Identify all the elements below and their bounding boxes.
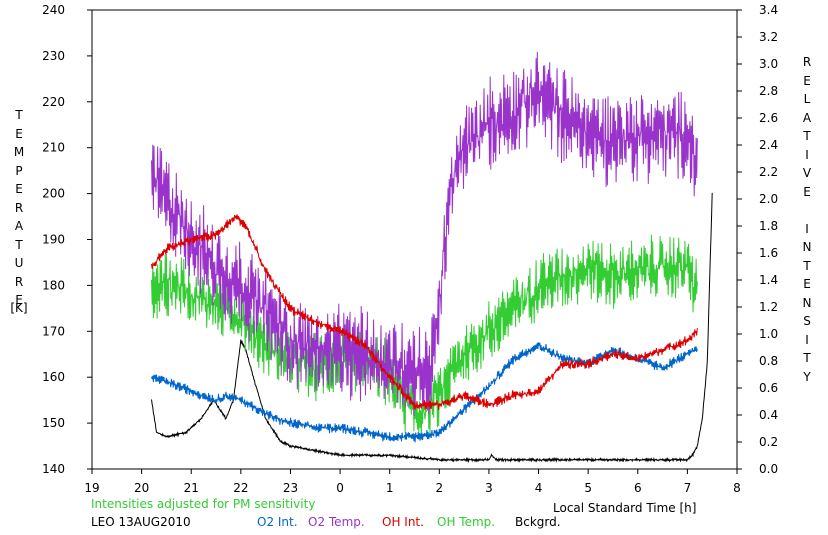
x-tick-label: 0 <box>336 481 344 495</box>
x-tick-label: 7 <box>684 481 692 495</box>
left-tick-label: 230 <box>42 49 65 63</box>
right-tick-label: 1.8 <box>759 219 778 233</box>
x-tick-label: 2 <box>435 481 443 495</box>
legend-oh-temp: OH Temp. <box>437 515 496 529</box>
axis-title-letter: T <box>803 258 811 273</box>
legend-o2-int: O2 Int. <box>257 515 298 529</box>
x-tick-label: 22 <box>233 481 248 495</box>
axis-title-letter: Y <box>803 369 811 384</box>
axis-title-letter: R <box>14 200 24 215</box>
right-tick-label: 2.2 <box>759 165 778 179</box>
series-line-oh-int <box>151 214 698 411</box>
right-tick-label: 1.0 <box>759 327 778 341</box>
left-tick-label: 180 <box>42 278 65 292</box>
axis-title-letter: E <box>15 182 23 196</box>
right-tick-label: 0.8 <box>759 354 778 368</box>
axis-title-letter: A <box>14 219 24 233</box>
right-tick-label: 2.4 <box>759 138 778 152</box>
station-date-label: LEO 13AUG2010 <box>91 515 191 529</box>
axis-title-letter: I <box>805 332 809 347</box>
axis-title-letter: T <box>15 237 23 252</box>
axis-title-letter: R <box>14 274 24 289</box>
right-tick-label: 0.2 <box>759 435 778 449</box>
x-tick-label: 8 <box>733 481 741 495</box>
right-tick-label: 3.0 <box>759 57 778 71</box>
x-tick-label: 6 <box>634 481 642 495</box>
x-tick-label: 4 <box>535 481 543 495</box>
left-tick-label: 190 <box>42 233 65 247</box>
series-layer <box>151 51 713 464</box>
axis-title-letter: I <box>805 147 809 162</box>
sensitivity-note: Intensities adjusted for PM sensitivity <box>91 497 316 511</box>
x-axis: 19 20 21 22 23 0 1 2 3 4 5 6 7 8 <box>84 469 741 495</box>
x-tick-label: 3 <box>485 481 493 495</box>
left-tick-label: 220 <box>42 95 65 109</box>
left-tick-label: 140 <box>42 462 65 476</box>
axis-title-letter: M <box>13 145 25 159</box>
x-axis-label: Local Standard Time [h] <box>553 501 696 515</box>
axis-title-letter: I <box>805 221 809 236</box>
left-tick-label: 170 <box>42 324 65 338</box>
axis-title-letter: L <box>803 92 811 106</box>
left-tick-label: 150 <box>42 416 65 430</box>
axis-title-letter: E <box>15 126 23 141</box>
left-axis: 140 150 160 170 180 190 200 210 220 230 240 <box>42 3 92 476</box>
left-tick-label: 210 <box>42 141 65 155</box>
left-tick-label: 160 <box>42 370 65 384</box>
axis-title-letter: E <box>803 277 811 291</box>
series-line-o2-temp <box>151 51 698 417</box>
right-tick-label: 2.0 <box>759 192 778 206</box>
axis-title-letter: N <box>802 295 812 310</box>
axis-title-letter: T <box>803 351 811 365</box>
legend-o2-temp: O2 Temp. <box>308 515 365 529</box>
right-tick-label: 3.4 <box>759 3 778 17</box>
axis-title-letter: A <box>802 110 812 125</box>
right-tick-label: 1.2 <box>759 300 778 314</box>
series-line-oh-temp <box>151 234 698 440</box>
axis-title-letter: E <box>803 73 811 88</box>
left-tick-label: 240 <box>42 3 65 17</box>
x-tick-label: 5 <box>584 481 592 495</box>
axis-title-letter: T <box>803 129 811 143</box>
axis-title-letter: P <box>15 163 23 178</box>
legend-oh-int: OH Int. <box>382 515 424 529</box>
right-tick-label: 1.4 <box>759 273 778 287</box>
right-tick-label: 2.6 <box>759 111 778 125</box>
right-tick-label: 1.6 <box>759 246 778 260</box>
x-tick-label: 19 <box>84 481 99 495</box>
axis-title-letter: R <box>802 55 812 69</box>
right-tick-label: 0.4 <box>759 408 778 422</box>
axis-title-letter: U <box>14 256 24 270</box>
x-tick-label: 20 <box>134 481 149 495</box>
x-tick-label: 21 <box>184 481 199 495</box>
axis-title-letter: T <box>15 108 23 122</box>
right-tick-label: 2.8 <box>759 84 778 98</box>
x-tick-label: 1 <box>386 481 394 495</box>
right-axis: 0.0 0.2 0.4 0.6 0.8 1.0 1.2 1.4 1.6 1.8 2.0 2.2 2.4 2… <box>737 3 778 476</box>
axis-title-letter: V <box>802 166 812 180</box>
left-axis-unit: [K] <box>10 301 28 315</box>
axis-title-letter: S <box>803 314 811 328</box>
axis-title-letter: E <box>15 293 23 307</box>
right-tick-label: 0.0 <box>759 462 778 476</box>
axis-title-letter: E <box>803 184 811 199</box>
right-tick-label: 3.2 <box>759 30 778 44</box>
left-tick-label: 200 <box>42 187 65 201</box>
x-tick-label: 23 <box>283 481 298 495</box>
right-tick-label: 0.6 <box>759 381 778 395</box>
legend-bckgrd: Bckgrd. <box>515 515 561 529</box>
axis-title-letter: N <box>802 240 812 254</box>
